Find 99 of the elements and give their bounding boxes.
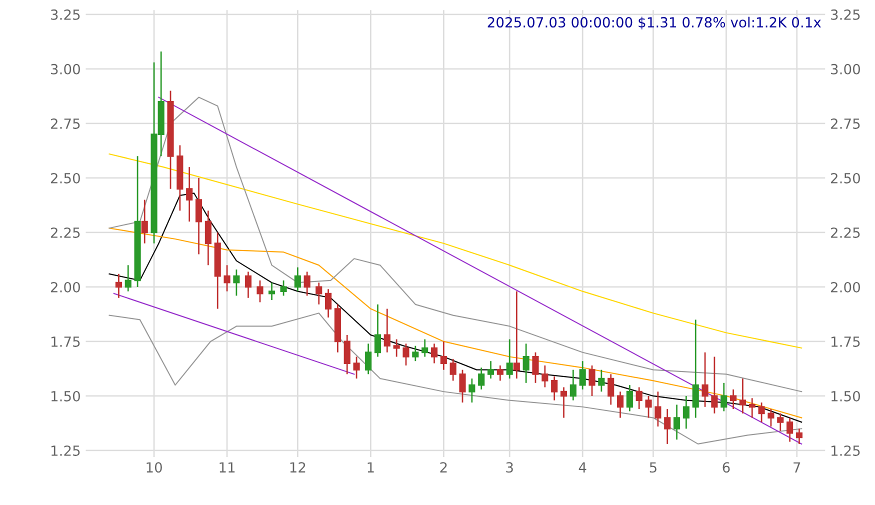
candlestick [124, 264, 132, 292]
candlestick [682, 395, 690, 430]
line-series [108, 192, 802, 423]
candlestick [487, 360, 494, 380]
candlestick [393, 338, 400, 358]
candlestick [730, 388, 737, 410]
x-tick-label: 1 [368, 462, 374, 472]
x-tick-label: 2 [440, 462, 447, 472]
candlestick [522, 342, 530, 384]
y-tick-label: 2.25 [50, 227, 80, 238]
candlestick [673, 404, 680, 440]
candlestick [739, 378, 746, 414]
candlestick [430, 342, 438, 364]
y2-tick-label: 1.75 [832, 336, 860, 347]
candlestick [244, 271, 252, 299]
y-tick-label: 2.50 [50, 172, 80, 184]
candlestick [579, 360, 586, 390]
candlestick [268, 282, 276, 301]
x-tick-label: 12 [290, 462, 306, 472]
candlestick [551, 376, 558, 402]
candlestick [570, 369, 576, 402]
y-tick-label: 2.00 [50, 282, 80, 292]
line-series [108, 153, 802, 349]
candlestick [513, 290, 520, 380]
y-tick-label: 1.25 [51, 445, 80, 456]
annotation: 2025.07.03 00:00:00 $1.31 0.78% vol:1.2K 0.1x [488, 16, 821, 30]
candlestick [786, 417, 794, 442]
candlestick [777, 412, 784, 432]
candlestick [654, 390, 662, 428]
y2-tick-label: 2.75 [831, 118, 860, 129]
candlestick [542, 364, 548, 388]
x-tick-label: 3 [506, 462, 513, 473]
candlestick [204, 210, 212, 266]
candlestick [224, 264, 230, 292]
y-tick-label: 3.00 [51, 64, 80, 74]
candlestick [692, 318, 699, 418]
candlestick [636, 386, 642, 410]
y-tick-label: 1.75 [51, 336, 80, 347]
candlestick [459, 369, 466, 404]
candlestick [616, 390, 624, 418]
y2-tick-label: 2.00 [831, 282, 860, 292]
candlestick [280, 280, 287, 296]
candlestick [374, 304, 382, 358]
candlestick [325, 288, 332, 318]
y2-tick-label: 2.25 [831, 227, 860, 238]
y2-tick-label: 2.50 [831, 172, 860, 184]
candlestick [768, 408, 774, 428]
candlestick [758, 402, 765, 423]
candlestick [256, 280, 264, 303]
candlestick [141, 199, 148, 244]
candlestick [560, 386, 568, 418]
line-series [108, 96, 802, 392]
x-tick-label: 11 [220, 462, 235, 472]
candlestick [478, 366, 485, 390]
y2-tick-label: 1.25 [832, 445, 860, 456]
candlestick [532, 352, 539, 384]
candlestick [365, 342, 372, 375]
candlestick [720, 382, 728, 412]
candlestick [195, 177, 202, 255]
x-tick-label: 10 [146, 462, 162, 473]
candlestick [796, 428, 803, 445]
candlestick [115, 273, 122, 299]
candlestick [294, 266, 301, 292]
y-tick-label: 1.50 [51, 390, 80, 402]
y-tick-label: 3.25 [51, 9, 80, 20]
candlestick [598, 369, 605, 392]
candlestick [450, 358, 456, 382]
candlestick [186, 166, 193, 222]
y2-tick-label: 1.50 [832, 390, 860, 402]
candlestick [353, 356, 360, 380]
candlestick [402, 342, 410, 366]
candlestick [588, 364, 596, 397]
y-tick-label: 2.75 [50, 118, 80, 129]
candlestick [344, 334, 350, 375]
candlestick [702, 352, 708, 408]
candlestick [468, 378, 476, 404]
candlestick [422, 338, 428, 358]
candlestick [711, 356, 718, 414]
candlestick [645, 395, 652, 418]
line-series [108, 228, 802, 418]
y2-tick-label: 3.25 [831, 9, 860, 20]
y2-tick-label: 3.00 [831, 64, 860, 74]
candlestick [664, 408, 671, 445]
candlestick [608, 373, 614, 406]
candlestick [316, 282, 322, 306]
candlestick [748, 397, 756, 418]
x-tick-label: 7 [794, 462, 800, 472]
candlestick [304, 271, 310, 296]
candlestick [626, 384, 633, 412]
candlestick [440, 340, 447, 371]
x-tick-label: 6 [722, 462, 730, 473]
x-tick-label: 5 [650, 462, 656, 473]
candlestick [412, 345, 419, 362]
x-tick-label: 4 [578, 462, 586, 472]
candlestick [496, 364, 504, 382]
candlestick [506, 338, 513, 380]
candlestick [233, 268, 240, 296]
candlestick [384, 308, 390, 354]
line-series [108, 312, 802, 444]
